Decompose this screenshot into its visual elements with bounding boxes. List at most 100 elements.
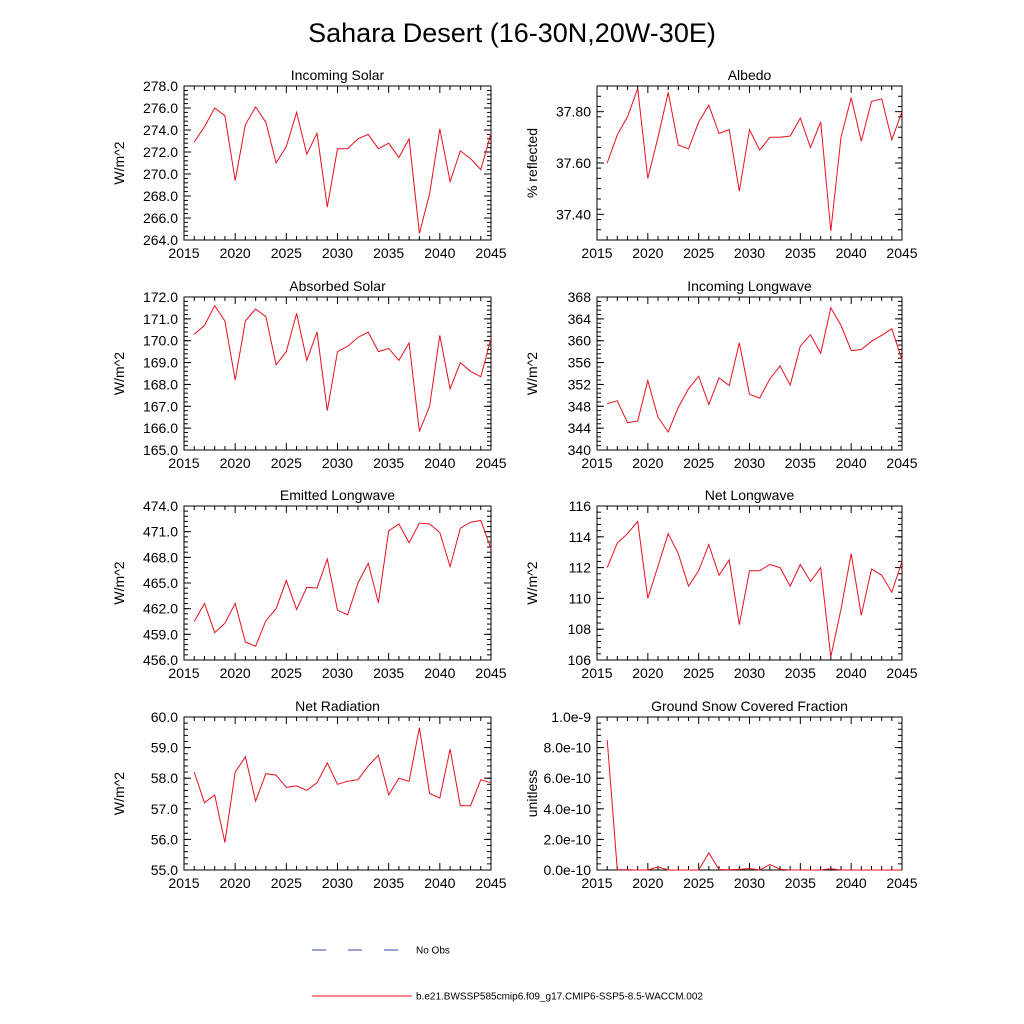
x-tick-label: 2030 xyxy=(734,245,765,261)
x-tick-label: 2015 xyxy=(581,455,612,471)
y-axis-label: W/m^2 xyxy=(111,772,127,815)
panel-2: Albedo % reflected 2015 2020 2025 2030 2035 204… xyxy=(524,67,918,261)
x-tick-label: 2025 xyxy=(271,665,302,681)
x-tick-label: 2015 xyxy=(168,455,199,471)
y-tick-label: 170.0 xyxy=(143,333,178,349)
x-tick-label: 2015 xyxy=(581,875,612,891)
x-tick-label: 2030 xyxy=(734,455,765,471)
series-line xyxy=(193,727,492,843)
y-tick-label: 462.0 xyxy=(143,601,178,617)
x-tick-label: 2020 xyxy=(632,665,663,681)
x-tick-label: 2045 xyxy=(886,875,917,891)
y-axis-label: % reflected xyxy=(524,128,540,198)
y-tick-label: 112 xyxy=(569,560,592,576)
y-tick-label: 270.0 xyxy=(143,166,178,182)
x-tick-label: 2025 xyxy=(271,875,302,891)
x-tick-label: 2040 xyxy=(836,455,867,471)
y-tick-label: 468.0 xyxy=(143,549,178,565)
x-tick-label: 2030 xyxy=(322,875,353,891)
x-tick-label: 2035 xyxy=(785,665,816,681)
x-tick-label: 2040 xyxy=(836,245,867,261)
y-tick-label: 344 xyxy=(568,420,592,436)
y-tick-label: 58.0 xyxy=(151,770,178,786)
y-tick-label: 364 xyxy=(568,311,592,327)
y-tick-label: 59.0 xyxy=(151,740,178,756)
y-tick-label: 1.0e-9 xyxy=(551,709,591,725)
x-tick-label: 2020 xyxy=(632,455,663,471)
y-tick-label: 168.0 xyxy=(143,376,178,392)
y-tick-label: 57.0 xyxy=(151,801,178,817)
panel-3: Absorbed Solar W/m^2 2015 2020 2025 2030 2035 2… xyxy=(111,278,507,471)
plot-frame xyxy=(183,716,492,871)
x-tick-label: 2045 xyxy=(886,665,917,681)
legend-model-label: b.e21.BWSSP585cmip6.f09_g17.CMIP6-SSP5-8… xyxy=(416,992,703,1003)
y-tick-label: 106 xyxy=(568,652,592,668)
series-line xyxy=(606,88,903,232)
x-tick-label: 2020 xyxy=(220,455,251,471)
x-tick-label: 2045 xyxy=(475,455,506,471)
y-tick-label: 6.0e-10 xyxy=(544,770,592,786)
x-tick-label: 2045 xyxy=(475,875,506,891)
plot-frame xyxy=(183,505,492,661)
panel-7: Net Radiation W/m^2 2015 2020 2025 2030 2035 20… xyxy=(111,698,507,891)
x-tick-label: 2040 xyxy=(836,875,867,891)
y-tick-label: 169.0 xyxy=(143,355,178,371)
y-tick-label: 272.0 xyxy=(143,144,178,160)
y-tick-label: 56.0 xyxy=(151,831,178,847)
plot-frame xyxy=(596,85,903,241)
series-line xyxy=(193,105,492,234)
x-tick-label: 2015 xyxy=(168,875,199,891)
y-tick-label: 116 xyxy=(569,498,592,514)
x-tick-label: 2025 xyxy=(683,455,714,471)
x-tick-label: 2030 xyxy=(322,245,353,261)
x-tick-label: 2015 xyxy=(168,245,199,261)
x-tick-label: 2035 xyxy=(373,875,404,891)
panel-5: Emitted Longwave W/m^2 2015 2020 2025 2030 203… xyxy=(111,487,507,681)
y-tick-label: 276.0 xyxy=(143,100,178,116)
x-tick-label: 2015 xyxy=(581,665,612,681)
x-tick-label: 2030 xyxy=(322,455,353,471)
series-line xyxy=(193,519,492,647)
y-tick-label: 114 xyxy=(569,529,592,545)
y-tick-label: 274.0 xyxy=(143,122,178,138)
y-axis-label: W/m^2 xyxy=(524,352,540,395)
y-axis-label: W/m^2 xyxy=(111,141,127,184)
plot-frame xyxy=(183,296,492,451)
y-tick-label: 37.40 xyxy=(556,206,591,222)
x-tick-label: 2030 xyxy=(322,665,353,681)
panels: Incoming Solar W/m^2 2015 2020 2025 2030 2035 2… xyxy=(111,67,918,891)
y-tick-label: 264.0 xyxy=(143,232,178,248)
x-tick-label: 2045 xyxy=(886,245,917,261)
series-line xyxy=(606,520,903,658)
y-tick-label: 268.0 xyxy=(143,188,178,204)
x-tick-label: 2035 xyxy=(373,245,404,261)
plot-frame xyxy=(596,296,903,451)
x-tick-label: 2020 xyxy=(220,245,251,261)
x-tick-label: 2025 xyxy=(683,245,714,261)
y-tick-label: 360 xyxy=(568,333,592,349)
x-tick-label: 2020 xyxy=(220,665,251,681)
y-tick-label: 459.0 xyxy=(143,626,178,642)
x-tick-label: 2030 xyxy=(734,665,765,681)
figure-title: Sahara Desert (16-30N,20W-30E) xyxy=(308,18,716,48)
x-tick-label: 2040 xyxy=(424,245,455,261)
y-axis-label: unitless xyxy=(524,770,540,817)
panel-title: Ground Snow Covered Fraction xyxy=(651,698,848,714)
y-tick-label: 352 xyxy=(568,376,592,392)
y-tick-label: 348 xyxy=(568,398,592,414)
y-tick-label: 55.0 xyxy=(151,862,178,878)
y-tick-label: 465.0 xyxy=(143,575,178,591)
y-axis-label: W/m^2 xyxy=(111,561,127,604)
y-axis-label: W/m^2 xyxy=(111,352,127,395)
y-tick-label: 266.0 xyxy=(143,210,178,226)
panel-4: Incoming Longwave W/m^2 2015 2020 2025 2030 20… xyxy=(524,278,918,471)
x-tick-label: 2020 xyxy=(632,875,663,891)
y-tick-label: 368 xyxy=(568,289,592,305)
x-tick-label: 2025 xyxy=(271,455,302,471)
y-tick-label: 172.0 xyxy=(143,289,178,305)
y-tick-label: 60.0 xyxy=(151,709,178,725)
y-tick-label: 166.0 xyxy=(143,420,178,436)
x-tick-label: 2025 xyxy=(683,875,714,891)
y-tick-label: 167.0 xyxy=(143,398,178,414)
